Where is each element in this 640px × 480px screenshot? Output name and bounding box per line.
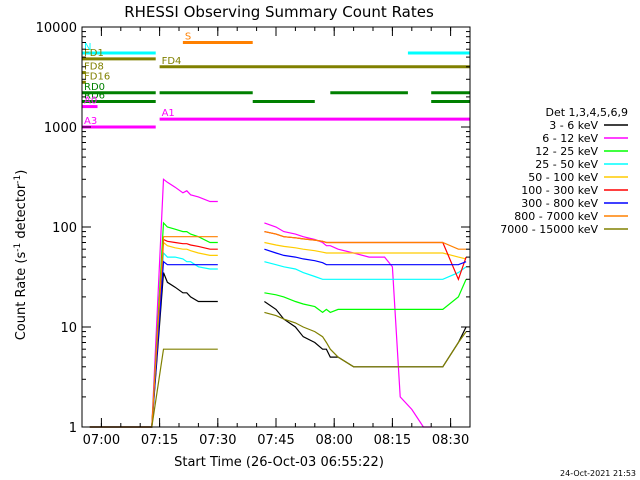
state-label-rd6: RD6 [84,90,105,101]
state-label-s: S [185,31,191,42]
y-tick-label: 10000 [36,21,77,36]
legend-label-3: 25 - 50 keV [535,158,598,171]
state-label-rd0: RD0 [84,82,105,93]
legend-title: Det 1,3,4,5,6,9 [545,106,628,119]
y-tick-label: 1 [69,421,77,436]
y-tick-label: 100 [52,221,77,236]
state-label-fd4: FD4 [162,56,182,67]
x-tick-label: 07:15 [141,433,178,448]
x-tick-label: 08:15 [374,433,411,448]
state-label-a0: A0 [84,96,97,107]
timestamp: 24-Oct-2021 21:53 [560,469,636,478]
legend-label-6: 300 - 800 keV [521,197,598,210]
y-label-sup2: -1 [13,175,23,184]
x-tick-label: 08:30 [432,433,469,448]
x-tick-label: 07:45 [257,433,294,448]
y-label-end: ) [14,170,29,175]
y-tick-label: 10 [60,321,77,336]
legend-label-4: 50 - 100 keV [528,171,598,184]
state-label-fd8: FD8 [84,62,104,73]
legend-label-1: 6 - 12 keV [542,132,598,145]
chart-title: RHESSI Observing Summary Count Rates [124,3,434,21]
axes: 1 10 100 1000 10000 07:00 07:15 07:30 07:45 08:00… [36,21,471,448]
x-axis-label: Start Time (26-Oct-03 06:55:22) [174,455,384,470]
state-label-n: N [84,42,91,53]
legend-label-5: 100 - 300 keV [521,184,598,197]
state-label-a3: A3 [84,116,97,127]
y-label-mid: detector [14,183,29,243]
legend-label-7: 800 - 7000 keV [514,210,598,223]
y-tick-label: 1000 [44,121,77,136]
x-tick-label: 07:30 [199,433,236,448]
legend-label-2: 12 - 25 keV [535,145,598,158]
x-tick-label: 08:00 [315,433,352,448]
x-tick-label: 07:00 [83,433,120,448]
y-axis-label: Count Rate (s-1 detector-1) [13,170,29,341]
y-label-main: Count Rate (s [14,252,29,341]
state-label-fd1: FD1 [84,48,104,59]
legend-label-8: 7000 - 15000 keV [500,223,598,236]
state-label-fd16: FD16 [84,71,110,82]
state-label-a1: A1 [162,108,175,119]
y-label-sup1: -1 [13,243,23,252]
legend-label-0: 3 - 6 keV [549,119,598,132]
